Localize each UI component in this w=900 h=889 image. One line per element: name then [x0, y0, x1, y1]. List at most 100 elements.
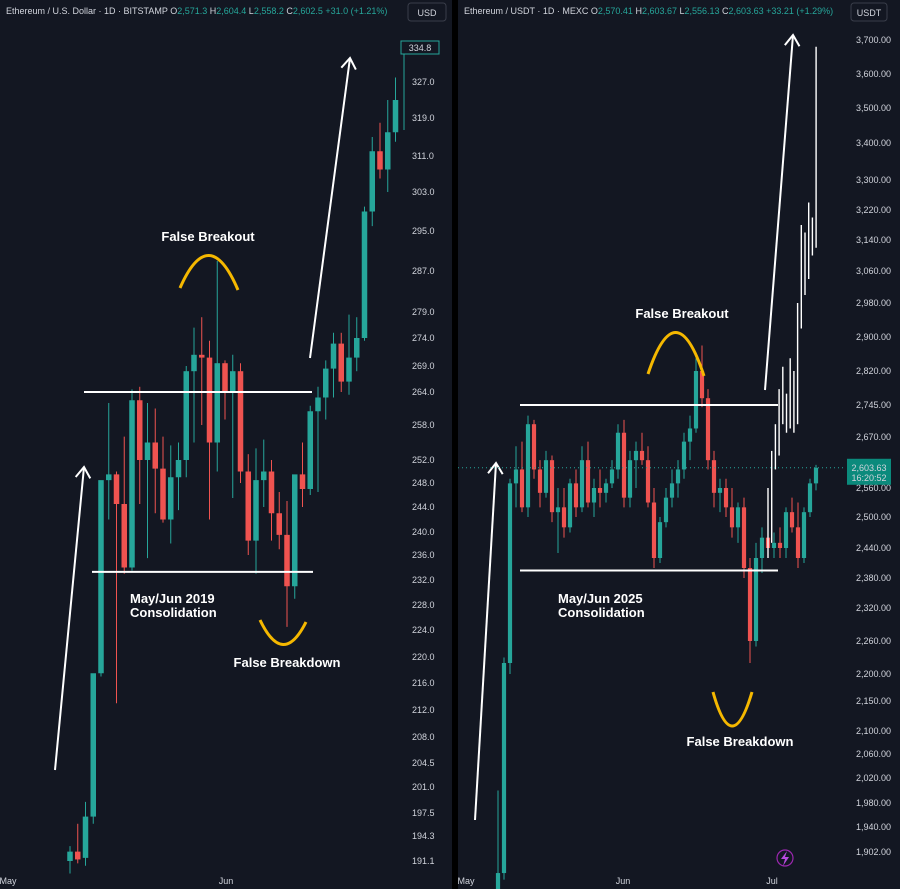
- right-candle-body: [777, 542, 783, 548]
- right-y-tick: 2,260.00: [856, 636, 891, 646]
- right-y-tick: 3,300.00: [856, 175, 891, 185]
- right-y-tick: 2,500.00: [856, 512, 891, 522]
- right-candle-body: [537, 469, 543, 493]
- right-candle-body: [645, 460, 651, 503]
- right-consolidation-label-2: Consolidation: [558, 605, 645, 620]
- right-last-price-value: 2,603.63: [851, 463, 886, 473]
- right-candle-body: [681, 441, 687, 470]
- left-y-tick: 252.0: [412, 455, 435, 465]
- left-candle-body: [82, 816, 89, 858]
- left-consolidation-label-2: Consolidation: [130, 605, 217, 620]
- right-candle-body: [693, 371, 699, 429]
- right-y-tick: 2,380.00: [856, 573, 891, 583]
- left-candle-body: [369, 151, 375, 212]
- right-symbol-header: Ethereum / USDT · 1D · MEXC O2,570.41 H2…: [464, 6, 833, 16]
- left-y-tick: 258.0: [412, 420, 435, 430]
- left-candle-body: [323, 368, 329, 398]
- left-candle-body: [245, 471, 251, 541]
- left-candle-body: [307, 411, 313, 489]
- right-candle-body: [717, 488, 723, 493]
- left-y-tick: 311.0: [412, 151, 434, 161]
- right-candle-body: [795, 527, 801, 558]
- lightning-icon[interactable]: [776, 849, 794, 867]
- right-false-breakdown-label: False Breakdown: [687, 734, 794, 749]
- right-candle-body: [579, 460, 585, 508]
- right-chart[interactable]: Ethereum / USDT · 1D · MEXC O2,570.41 H2…: [458, 0, 900, 889]
- right-candle-body: [591, 488, 597, 503]
- left-y-tick: 248.0: [412, 478, 435, 488]
- left-last-price-value: 334.8: [409, 43, 432, 53]
- left-y-tick: 201.0: [412, 782, 435, 792]
- left-candle-body: [377, 151, 383, 170]
- right-x-tick: May: [458, 876, 475, 886]
- left-y-tick: 303.0: [412, 187, 435, 197]
- right-x-tick: Jun: [616, 876, 631, 886]
- left-candle-body: [292, 474, 298, 587]
- left-candle-body: [90, 673, 96, 817]
- left-candle-body: [230, 371, 236, 392]
- right-countdown: 16:20:52: [851, 473, 886, 483]
- right-candle-body: [531, 424, 537, 470]
- right-candle-body: [657, 522, 663, 558]
- right-candle-body: [633, 450, 639, 461]
- left-y-tick: 208.0: [412, 732, 435, 742]
- right-candle-body: [573, 483, 579, 508]
- left-y-tick: 295.0: [412, 226, 435, 236]
- left-y-tick: 287.0: [412, 266, 435, 276]
- left-y-tick: 220.0: [412, 652, 435, 662]
- right-chart-panel[interactable]: Ethereum / USDT · 1D · MEXC O2,570.41 H2…: [458, 0, 900, 889]
- right-y-tick: 3,060.00: [856, 266, 891, 276]
- right-candle-body: [513, 469, 519, 484]
- left-candle-body: [137, 400, 143, 460]
- left-candle-body: [392, 100, 399, 133]
- right-y-tick: 3,600.00: [856, 69, 891, 79]
- right-candle-body: [783, 512, 789, 548]
- left-trend-arrow-1-head: [340, 56, 357, 71]
- left-chart[interactable]: Ethereum / U.S. Dollar · 1D · BITSTAMP O…: [0, 0, 452, 889]
- left-candle-body: [152, 442, 158, 469]
- left-candle-body: [168, 477, 174, 520]
- left-trend-arrow-1: [309, 57, 351, 359]
- right-y-tick: 3,220.00: [856, 205, 891, 215]
- right-candle-body: [525, 424, 531, 508]
- right-trend-arrow-0: [474, 462, 497, 821]
- left-candle-body: [354, 338, 360, 358]
- left-y-tick: 319.0: [412, 113, 435, 123]
- right-candle-body: [807, 483, 813, 513]
- right-y-tick: 2,900.00: [856, 332, 891, 342]
- left-candle-body: [199, 354, 205, 358]
- right-y-tick: 2,100.00: [856, 726, 891, 736]
- left-y-tick: 232.0: [412, 575, 435, 585]
- right-candle-body: [699, 371, 705, 399]
- left-last-price-tag: [400, 40, 440, 55]
- panel-divider[interactable]: [452, 0, 458, 889]
- right-candle-body: [549, 460, 555, 513]
- left-breakout-arc: [178, 254, 240, 291]
- left-y-tick: 212.0: [412, 705, 435, 715]
- right-candle-body: [555, 507, 561, 513]
- right-currency-button[interactable]: [850, 2, 888, 22]
- right-candle-body: [639, 450, 645, 461]
- left-candle-body: [253, 480, 259, 541]
- lightning-icon-glyph: [781, 851, 789, 866]
- left-y-tick: 228.0: [412, 600, 435, 610]
- right-candle-body: [495, 873, 501, 889]
- right-candle-body: [729, 507, 735, 528]
- right-candle-body: [741, 507, 747, 568]
- right-y-tick: 2,200.00: [856, 669, 891, 679]
- right-candle-body: [705, 398, 711, 461]
- left-trend-arrow-0-head: [74, 465, 92, 479]
- right-false-breakout-label: False Breakout: [635, 306, 729, 321]
- right-candle-body: [723, 488, 729, 508]
- right-candle-body: [561, 507, 567, 528]
- right-candle-body: [621, 432, 627, 498]
- left-currency-button[interactable]: [407, 2, 447, 22]
- right-x-tick: Jul: [766, 876, 778, 886]
- left-y-tick: 236.0: [412, 550, 435, 560]
- left-chart-panel[interactable]: Ethereum / U.S. Dollar · 1D · BITSTAMP O…: [0, 0, 452, 889]
- left-y-tick: 264.0: [412, 387, 435, 397]
- right-y-tick: 1,902.00: [856, 847, 891, 857]
- left-candle-body: [222, 363, 228, 392]
- left-y-tick: 224.0: [412, 625, 435, 635]
- right-candle-body: [801, 512, 807, 558]
